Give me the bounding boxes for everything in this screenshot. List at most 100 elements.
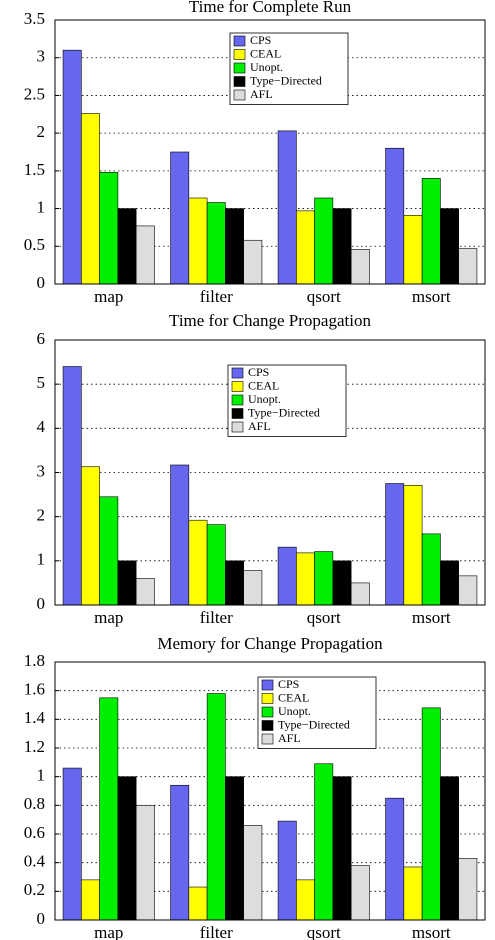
legend-label: CEAL: [278, 690, 309, 704]
x-tick-label: qsort: [307, 287, 341, 306]
bar: [170, 464, 190, 606]
legend-label: Unopt.: [248, 392, 281, 406]
bar: [99, 697, 119, 921]
bar: [135, 805, 155, 921]
chart-title: Memory for Change Propagation: [157, 634, 383, 653]
bar: [350, 249, 370, 285]
bar: [458, 858, 478, 921]
bar: [296, 552, 315, 606]
y-tick-label: 1.8: [24, 651, 45, 670]
bar: [403, 866, 423, 921]
bar: [188, 519, 208, 606]
chart-title: Time for Complete Run: [189, 0, 352, 16]
bar: [385, 797, 405, 921]
bar: [188, 197, 208, 285]
legend-swatch: [261, 720, 274, 731]
legend-swatch: [231, 367, 244, 379]
x-tick-label: msort: [412, 608, 451, 627]
legend-swatch: [261, 706, 274, 718]
bar: [206, 524, 226, 606]
legend-swatch: [233, 49, 246, 60]
legend-swatch: [231, 381, 244, 392]
bar: [62, 49, 82, 285]
legend-swatch: [231, 394, 244, 406]
bar: [188, 886, 208, 921]
bar: [314, 197, 334, 285]
legend-label: Unopt.: [278, 704, 311, 718]
bar: [421, 707, 441, 921]
bar: [385, 483, 405, 606]
bar: [277, 130, 297, 285]
y-tick-label: 5: [37, 373, 46, 392]
legend-swatch: [231, 421, 244, 433]
y-tick-label: 0.2: [24, 880, 45, 899]
legend-label: Type−Directed: [278, 717, 350, 731]
y-tick-label: 0.5: [24, 235, 45, 254]
bar: [458, 575, 478, 606]
y-tick-label: 0: [37, 273, 46, 292]
y-tick-label: 1.5: [24, 160, 45, 179]
bar: [206, 202, 226, 285]
legend-label: AFL: [278, 731, 301, 745]
y-tick-label: 2.5: [24, 84, 45, 103]
legend-swatch: [233, 89, 246, 101]
y-tick-label: 1.6: [24, 680, 45, 699]
y-tick-label: 0.8: [24, 794, 45, 813]
bar: [135, 225, 155, 285]
bar: [440, 208, 459, 285]
bar: [296, 210, 315, 285]
legend-label: Type−Directed: [250, 73, 322, 87]
bar: [458, 248, 478, 285]
y-tick-label: 6: [37, 329, 46, 348]
y-tick-label: 3.5: [24, 9, 45, 28]
bar: [350, 582, 370, 606]
bar: [314, 763, 334, 921]
x-tick-label: qsort: [307, 608, 341, 627]
bar: [332, 776, 352, 921]
x-tick-label: map: [94, 923, 123, 940]
y-tick-label: 1: [37, 766, 46, 785]
plot-frame: [54, 339, 486, 606]
bar: [170, 784, 190, 921]
x-tick-label: map: [94, 287, 123, 306]
bar: [206, 693, 226, 921]
legend-swatch: [261, 733, 274, 745]
legend-label: AFL: [248, 419, 271, 433]
bar: [225, 560, 244, 606]
y-tick-label: 2: [37, 122, 46, 141]
legend-swatch: [261, 693, 274, 704]
y-tick-label: 1.2: [24, 737, 45, 756]
y-tick-label: 1.4: [24, 708, 46, 727]
legend-label: AFL: [250, 87, 273, 101]
y-tick-label: 1: [37, 550, 46, 569]
y-tick-label: 4: [37, 417, 46, 436]
bar: [277, 820, 297, 921]
plot-frame: [54, 19, 486, 285]
bar: [170, 151, 190, 285]
bar: [117, 776, 137, 921]
bar: [135, 578, 155, 606]
bar: [296, 879, 315, 921]
bar: [81, 879, 100, 921]
x-tick-label: msort: [412, 287, 451, 306]
legend-swatch: [233, 76, 246, 87]
bar: [440, 560, 459, 606]
x-tick-label: filter: [200, 287, 233, 306]
bar: [277, 546, 297, 606]
y-tick-label: 3: [37, 47, 46, 66]
bar: [225, 208, 244, 285]
y-tick-label: 3: [37, 461, 46, 480]
bar: [225, 776, 244, 921]
y-tick-label: 0.6: [24, 823, 45, 842]
y-tick-label: 0: [37, 909, 46, 928]
y-tick-label: 1: [37, 197, 46, 216]
legend-label: CEAL: [250, 46, 281, 60]
bar: [99, 172, 119, 285]
bar: [421, 533, 441, 606]
bar: [350, 865, 370, 921]
y-tick-label: 0.4: [24, 852, 46, 871]
y-tick-label: 2: [37, 506, 46, 525]
plot-frame: [54, 661, 486, 921]
chart-title: Time for Change Propagation: [169, 311, 371, 330]
